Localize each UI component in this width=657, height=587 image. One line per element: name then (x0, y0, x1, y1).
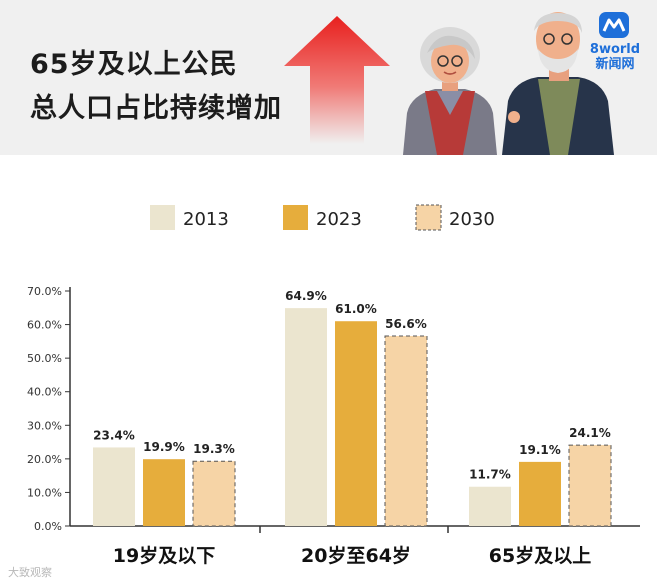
data-label-2013-2: 11.7% (469, 468, 511, 482)
x-category-label: 19岁及以下 (113, 544, 215, 567)
watermark-text: 大致观察 (8, 566, 52, 579)
data-label-2013-1: 64.9% (285, 289, 327, 303)
logo-badge-icon (599, 12, 629, 38)
bar-2013-1 (285, 308, 327, 526)
header-banner: 65岁及以上公民 总人口占比持续增加 (0, 0, 657, 155)
elderly-man-illustration (502, 12, 614, 155)
x-category-label: 20岁至64岁 (301, 544, 411, 567)
logo-bottom-text: 新闻网 (595, 57, 635, 72)
x-category-label: 65岁及以上 (489, 544, 591, 567)
legend-label-2030: 2030 (449, 209, 495, 230)
data-label-2030-0: 19.3% (193, 442, 235, 456)
y-tick-label: 70.0% (27, 285, 62, 298)
data-label-2030-2: 24.1% (569, 426, 611, 440)
bar-2023-0 (143, 459, 185, 526)
y-tick-label: 30.0% (27, 419, 62, 432)
data-label-2023-1: 61.0% (335, 302, 377, 316)
data-label-2013-0: 23.4% (93, 428, 135, 442)
bar-2030-1 (384, 335, 428, 527)
bar-2023-2 (519, 461, 561, 526)
y-tick-label: 60.0% (27, 319, 62, 332)
up-arrow-icon (284, 16, 390, 144)
title-line-2: 总人口占比持续增加 (30, 93, 282, 124)
bar-2030-0 (192, 460, 236, 527)
legend-swatch-2030 (415, 204, 442, 231)
legend-label-2023: 2023 (316, 209, 362, 230)
population-share-bar-chart: 2013 2023 2030 0.0% 10.0% 20.0% 30.0% 40.0% 50.0… (27, 204, 640, 567)
legend-label-2013: 2013 (183, 209, 229, 230)
y-tick-label: 40.0% (27, 386, 62, 399)
logo-text: 8world 新闻网 (583, 42, 647, 72)
bar-2013-2 (469, 486, 511, 526)
bar-2013-0 (93, 447, 135, 526)
y-tick-label: 20.0% (27, 453, 62, 466)
legend-swatch-2023 (283, 205, 308, 230)
logo-top-text: 8world (589, 42, 641, 57)
legend-swatch-2013 (150, 205, 175, 230)
title-line-1: 65岁及以上公民 (30, 49, 238, 80)
bar-2023-1 (335, 321, 377, 526)
data-label-2023-0: 19.9% (143, 440, 185, 454)
y-tick-label: 50.0% (27, 352, 62, 365)
data-label-2023-2: 19.1% (519, 443, 561, 457)
y-tick-label: 10.0% (27, 486, 62, 499)
data-label-2030-1: 56.6% (385, 317, 427, 331)
bar-2030-2 (568, 444, 612, 527)
elderly-woman-illustration (403, 27, 497, 155)
y-tick-label: 0.0% (34, 520, 62, 533)
